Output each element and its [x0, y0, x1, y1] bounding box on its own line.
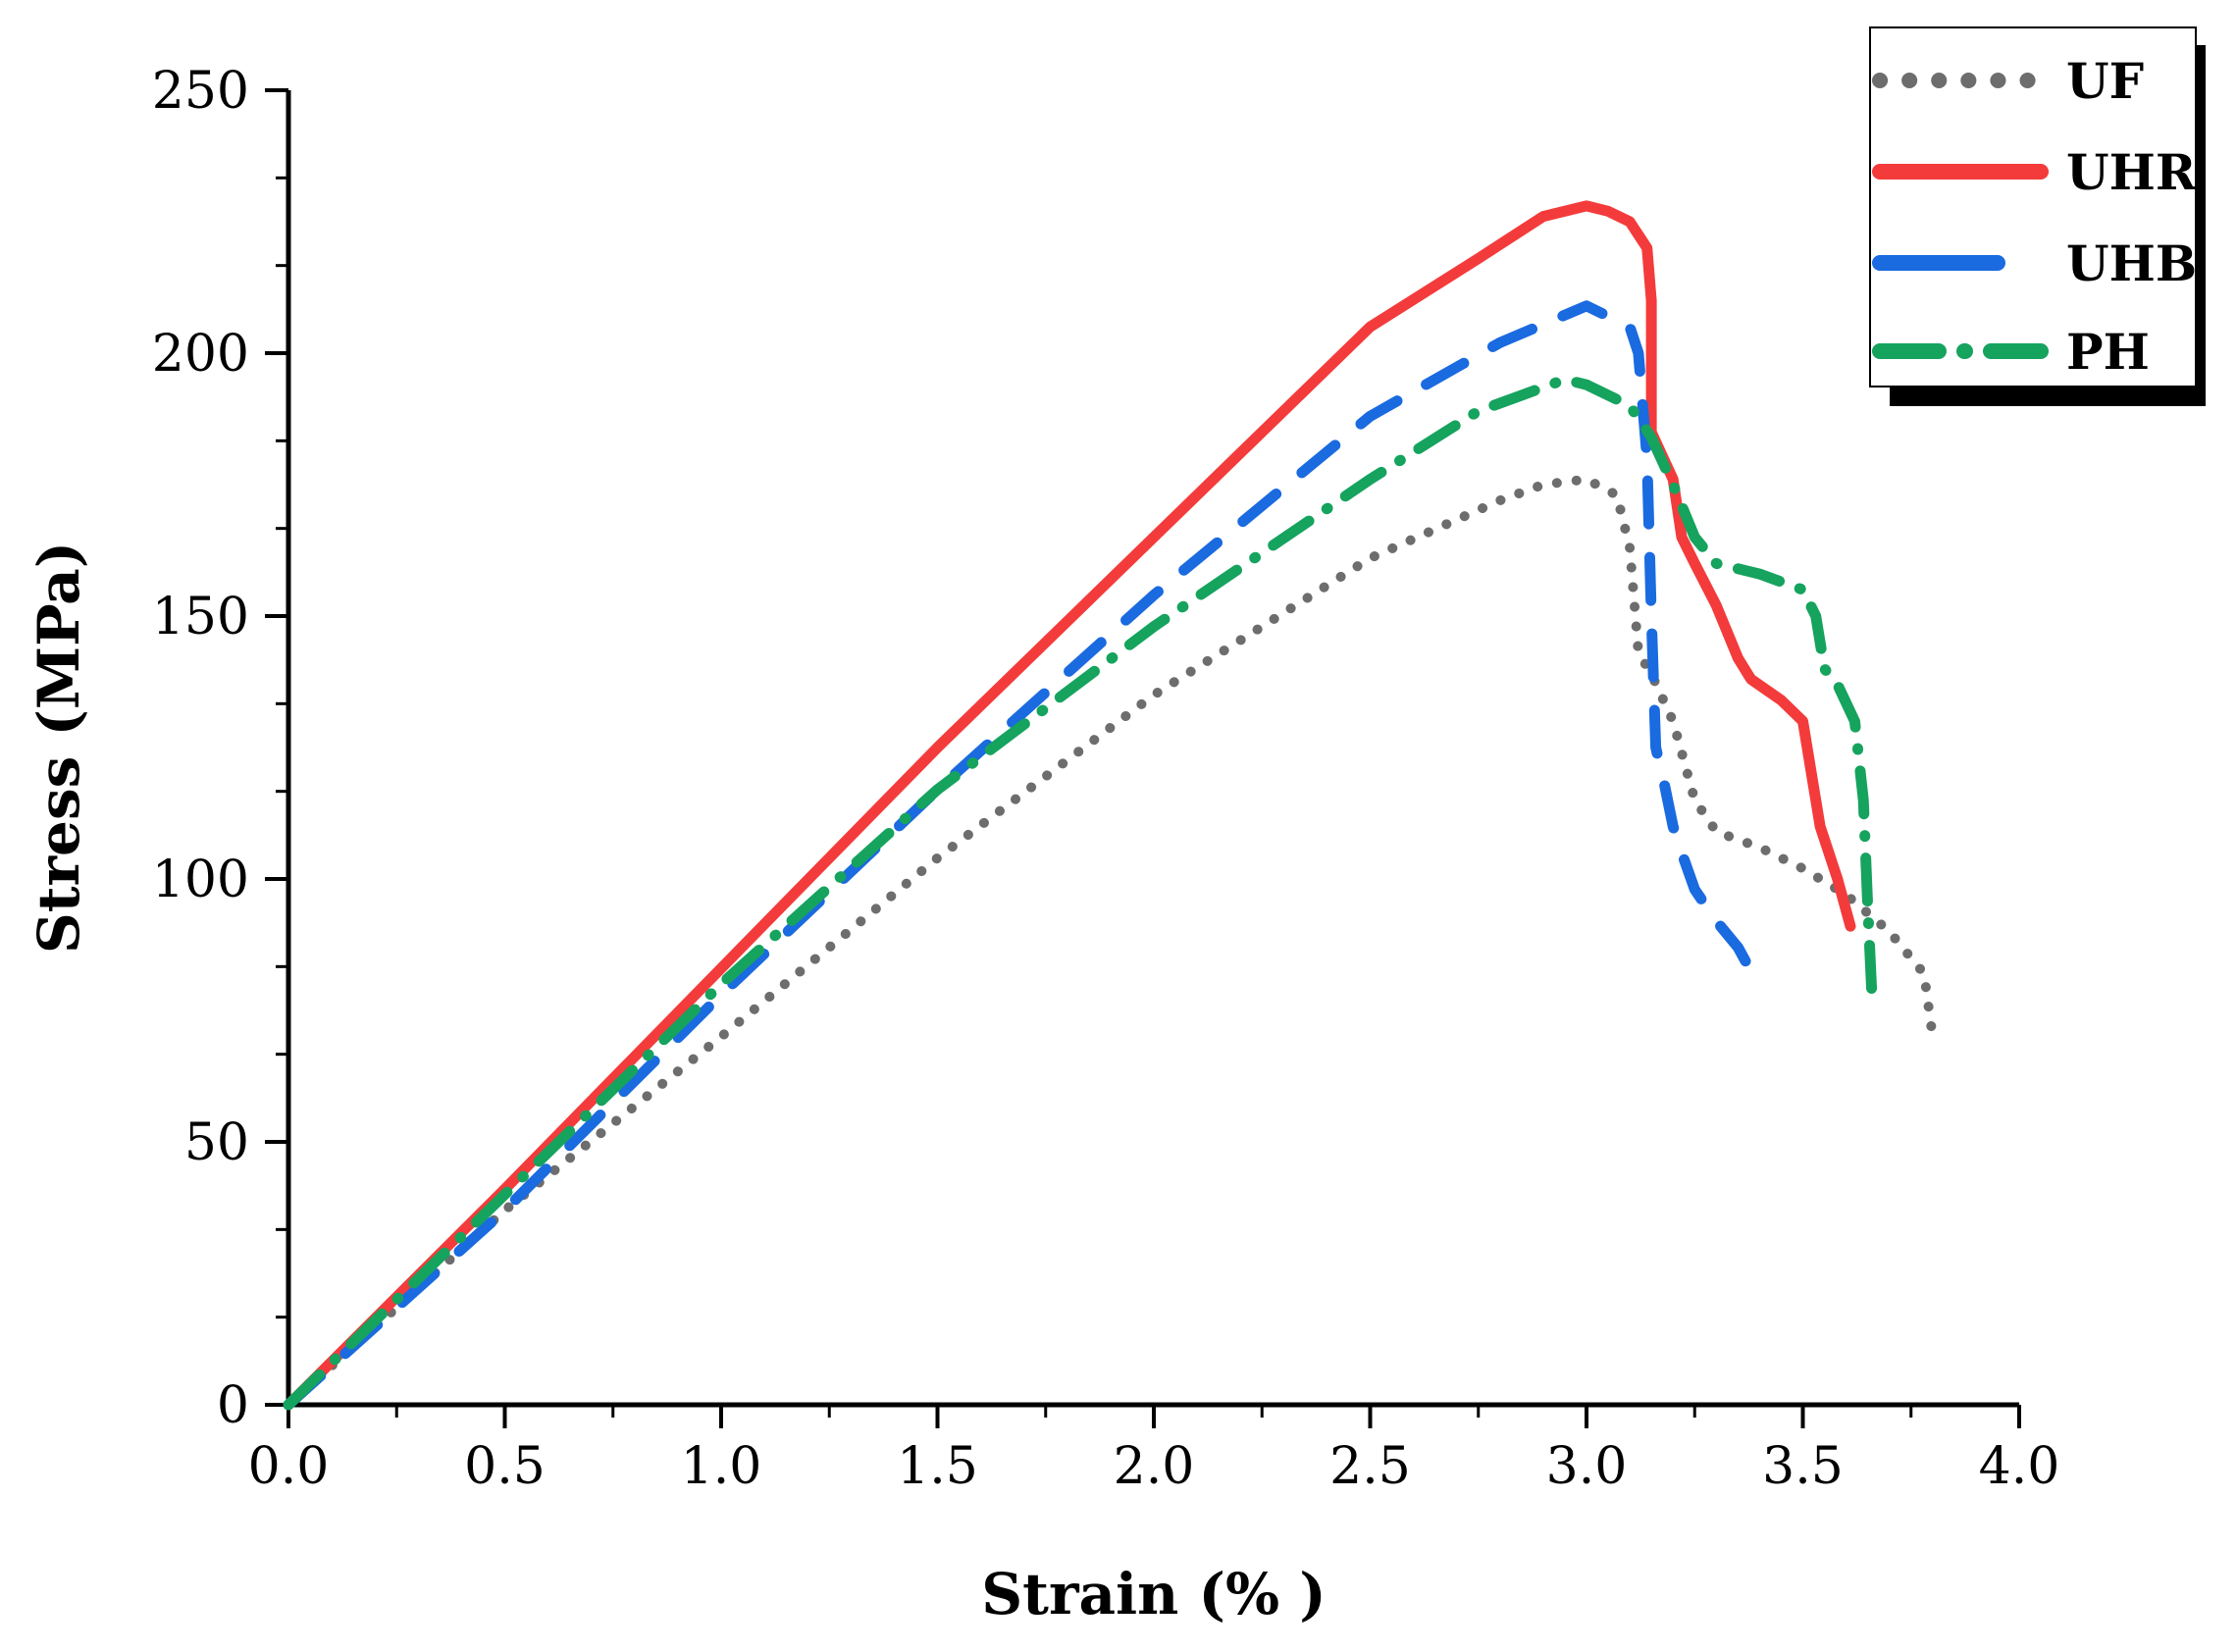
series-line-ph — [283, 374, 1878, 1411]
x-tick-label: 1.0 — [681, 1437, 762, 1496]
x-tick-label: 1.5 — [897, 1437, 978, 1496]
y-tick-label: 50 — [184, 1113, 249, 1172]
x-tick-label: 4.0 — [1979, 1437, 2060, 1496]
y-axis-title: Stress (MPa) — [26, 542, 92, 954]
y-tick-label: 100 — [152, 851, 249, 909]
x-ticks: 0.0 0.5 1.0 1.5 2.0 2.5 3.0 3.5 4.0 — [248, 1405, 2060, 1496]
x-tick-label: 3.5 — [1762, 1437, 1844, 1496]
x-tick-label: 3.0 — [1546, 1437, 1628, 1496]
series-line-uhb — [283, 300, 1752, 1411]
x-tick-label: 2.5 — [1329, 1437, 1411, 1496]
legend-label-uf: UF — [2066, 52, 2144, 110]
legend-label-uhr: UHR — [2066, 143, 2197, 201]
y-tick-label: 0 — [217, 1376, 249, 1435]
x-tick-label: 0.5 — [464, 1437, 546, 1496]
y-tick-label: 150 — [152, 588, 249, 646]
series-layer — [283, 200, 1938, 1411]
x-tick-label: 2.0 — [1114, 1437, 1195, 1496]
legend-box — [1869, 26, 2197, 387]
legend-entries: UF UHR UHB PH — [1872, 52, 2197, 381]
y-tick-label: 250 — [152, 62, 249, 121]
series-line-uhr — [283, 200, 1856, 1411]
legend: UF UHR UHB PH — [1869, 26, 2206, 406]
y-tick-label: 200 — [152, 325, 249, 384]
y-ticks: 0 50 100 150 200 250 — [152, 62, 288, 1435]
legend-label-uhb: UHB — [2066, 234, 2197, 292]
series-line-uf — [284, 474, 1938, 1410]
x-axis-title: Strain (% ) — [981, 1561, 1326, 1627]
x-tick-label: 0.0 — [248, 1437, 330, 1496]
legend-label-ph: PH — [2066, 323, 2150, 381]
